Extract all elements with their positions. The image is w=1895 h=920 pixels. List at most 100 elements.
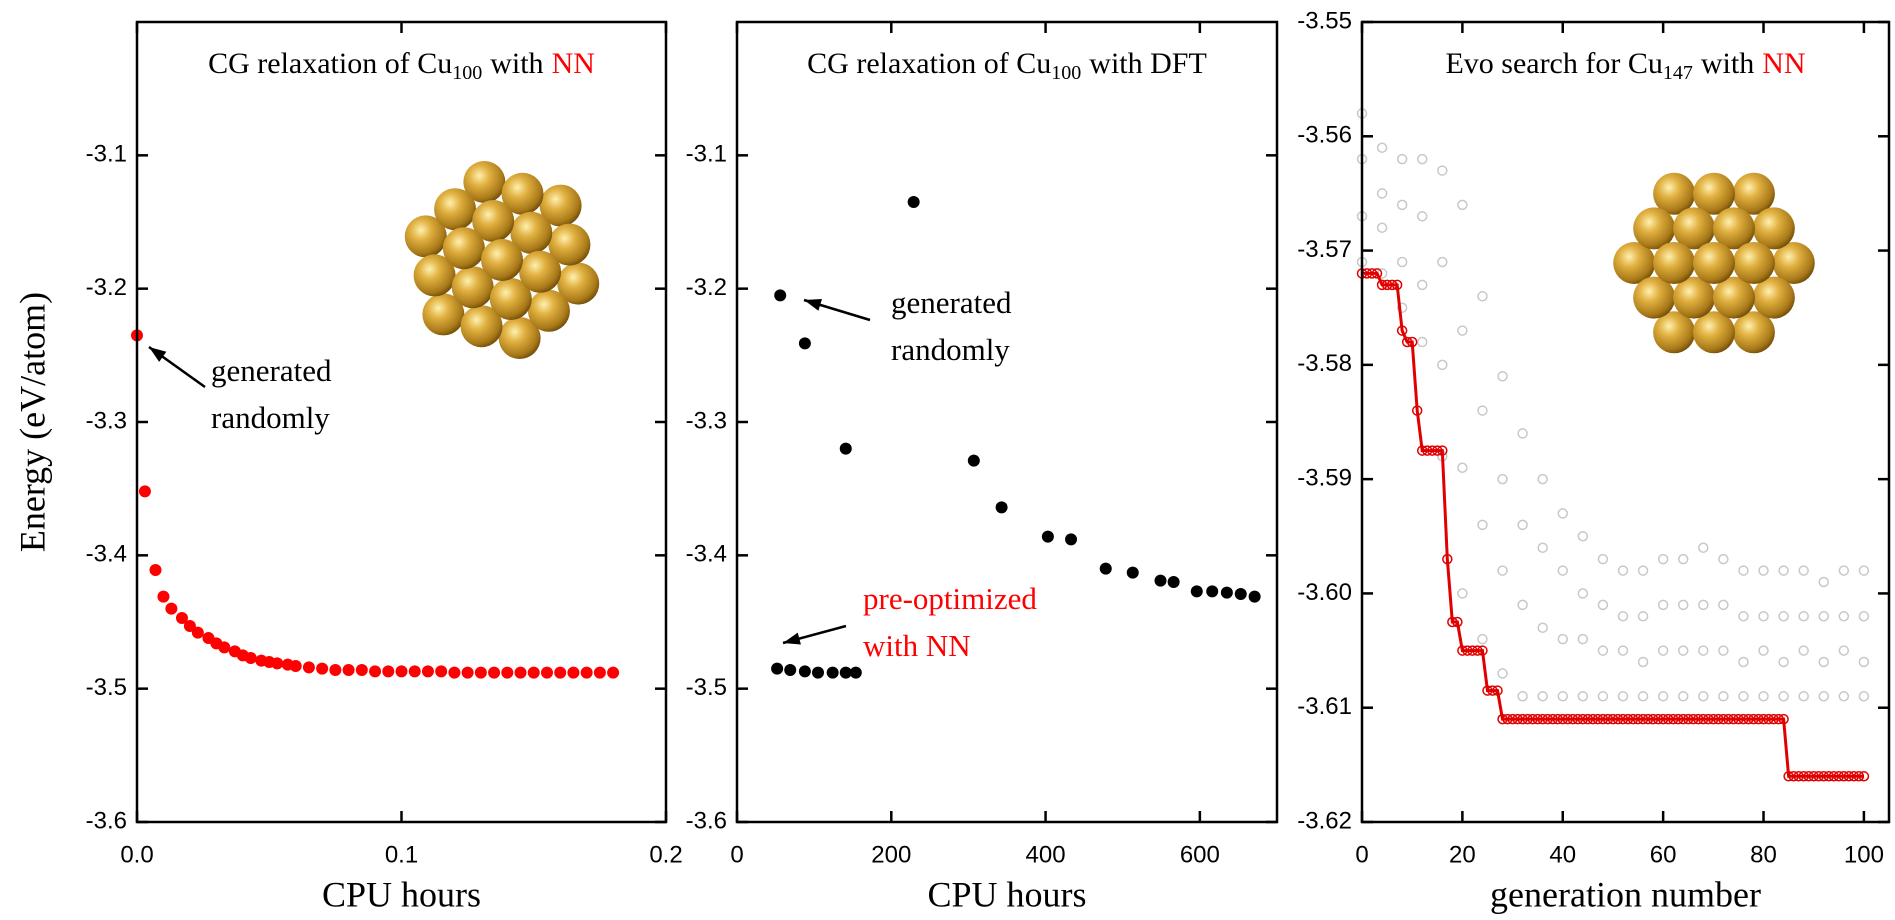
point	[1386, 279, 1398, 291]
x-tick-label: 20	[1449, 841, 1476, 868]
atom	[519, 250, 562, 293]
point	[1502, 713, 1513, 725]
point	[1437, 359, 1448, 371]
point	[1828, 771, 1840, 782]
point	[316, 662, 329, 675]
point	[1457, 645, 1468, 656]
point	[1713, 713, 1724, 725]
point	[1552, 713, 1563, 725]
point	[1597, 691, 1609, 702]
point	[1738, 565, 1749, 576]
point	[1698, 599, 1709, 611]
point	[1778, 713, 1789, 725]
point	[1472, 645, 1483, 656]
point	[839, 666, 852, 679]
point	[1477, 405, 1488, 416]
point	[1672, 713, 1684, 725]
point	[812, 666, 824, 679]
point	[1647, 713, 1659, 725]
point	[1406, 336, 1418, 348]
annotation: generated	[211, 353, 332, 388]
point	[1126, 566, 1139, 579]
point	[1758, 691, 1769, 702]
atom	[413, 254, 456, 297]
point	[1467, 645, 1478, 656]
point	[1567, 713, 1579, 725]
point	[1416, 445, 1428, 456]
point	[1728, 713, 1739, 725]
series-line	[1362, 271, 1864, 778]
point	[1477, 291, 1488, 302]
atom	[539, 184, 582, 227]
point	[1693, 713, 1704, 725]
point	[1657, 553, 1669, 565]
point	[1527, 713, 1538, 725]
point	[1416, 211, 1428, 222]
point	[488, 666, 501, 679]
point	[1557, 565, 1569, 576]
x-tick-label: 100	[1844, 841, 1884, 868]
point	[1537, 542, 1548, 553]
title-text: CG relaxation of Cu	[208, 47, 452, 80]
title-text: Evo search for Cu	[1445, 47, 1662, 80]
point	[1818, 771, 1830, 782]
point	[1396, 153, 1408, 165]
point	[1577, 713, 1589, 725]
title-text: with	[1701, 47, 1754, 80]
x-tick-label: 600	[1180, 841, 1220, 868]
point	[1442, 553, 1453, 565]
atom	[1653, 311, 1696, 354]
y-tick-label: -3.57	[1297, 236, 1352, 263]
point	[1667, 713, 1679, 725]
atom	[1752, 276, 1795, 319]
y-axis-label: Energy (eV/atom)	[12, 292, 52, 552]
point	[1813, 771, 1824, 782]
point	[1577, 588, 1589, 599]
annotation: generated	[891, 285, 1012, 320]
atom	[1712, 207, 1755, 250]
point	[1517, 599, 1528, 611]
point	[1793, 771, 1804, 782]
point	[1577, 633, 1589, 645]
point	[1381, 279, 1393, 291]
point	[1234, 588, 1247, 600]
point	[1637, 656, 1649, 668]
atom	[472, 200, 515, 243]
atom	[498, 316, 541, 359]
x-tick-label: 0.1	[385, 841, 418, 868]
point	[540, 666, 553, 679]
point	[1798, 645, 1809, 656]
point	[1843, 771, 1855, 782]
atom	[404, 215, 447, 258]
panel: -3.62 -3.61 -3.60 -3.59 -3.58 -3.57 -3.56 -3.55…	[1297, 7, 1891, 914]
atom	[1693, 311, 1735, 354]
point	[1396, 325, 1408, 336]
point	[1497, 713, 1508, 725]
point	[302, 661, 315, 674]
point	[382, 665, 395, 678]
point	[474, 666, 487, 679]
y-tick-label: -3.5	[86, 674, 127, 701]
point	[1788, 771, 1799, 782]
point	[1853, 771, 1865, 782]
point	[1657, 645, 1669, 656]
title-text: with DFT	[1089, 47, 1207, 80]
point	[1662, 713, 1674, 725]
y-tick-label: -3.2	[86, 274, 127, 301]
point	[1617, 713, 1629, 725]
atom	[1772, 242, 1815, 284]
annotation: pre-optimized	[863, 581, 1037, 616]
point	[1698, 542, 1709, 553]
atom	[501, 172, 544, 215]
y-tick-label: -3.3	[86, 407, 127, 434]
point	[1798, 771, 1809, 782]
atom	[489, 277, 532, 320]
arrow-head	[804, 298, 822, 311]
point	[1532, 713, 1543, 725]
point	[271, 657, 284, 670]
point	[1637, 691, 1649, 702]
y-tick-label: -3.56	[1297, 122, 1352, 149]
point	[1718, 599, 1729, 611]
y-tick-label: -3.60	[1297, 579, 1352, 606]
panel: -3.6 -3.5 -3.4 -3.3 -3.2 -3.1 0.0 0.1 0.2 CPU hou…	[12, 20, 683, 914]
